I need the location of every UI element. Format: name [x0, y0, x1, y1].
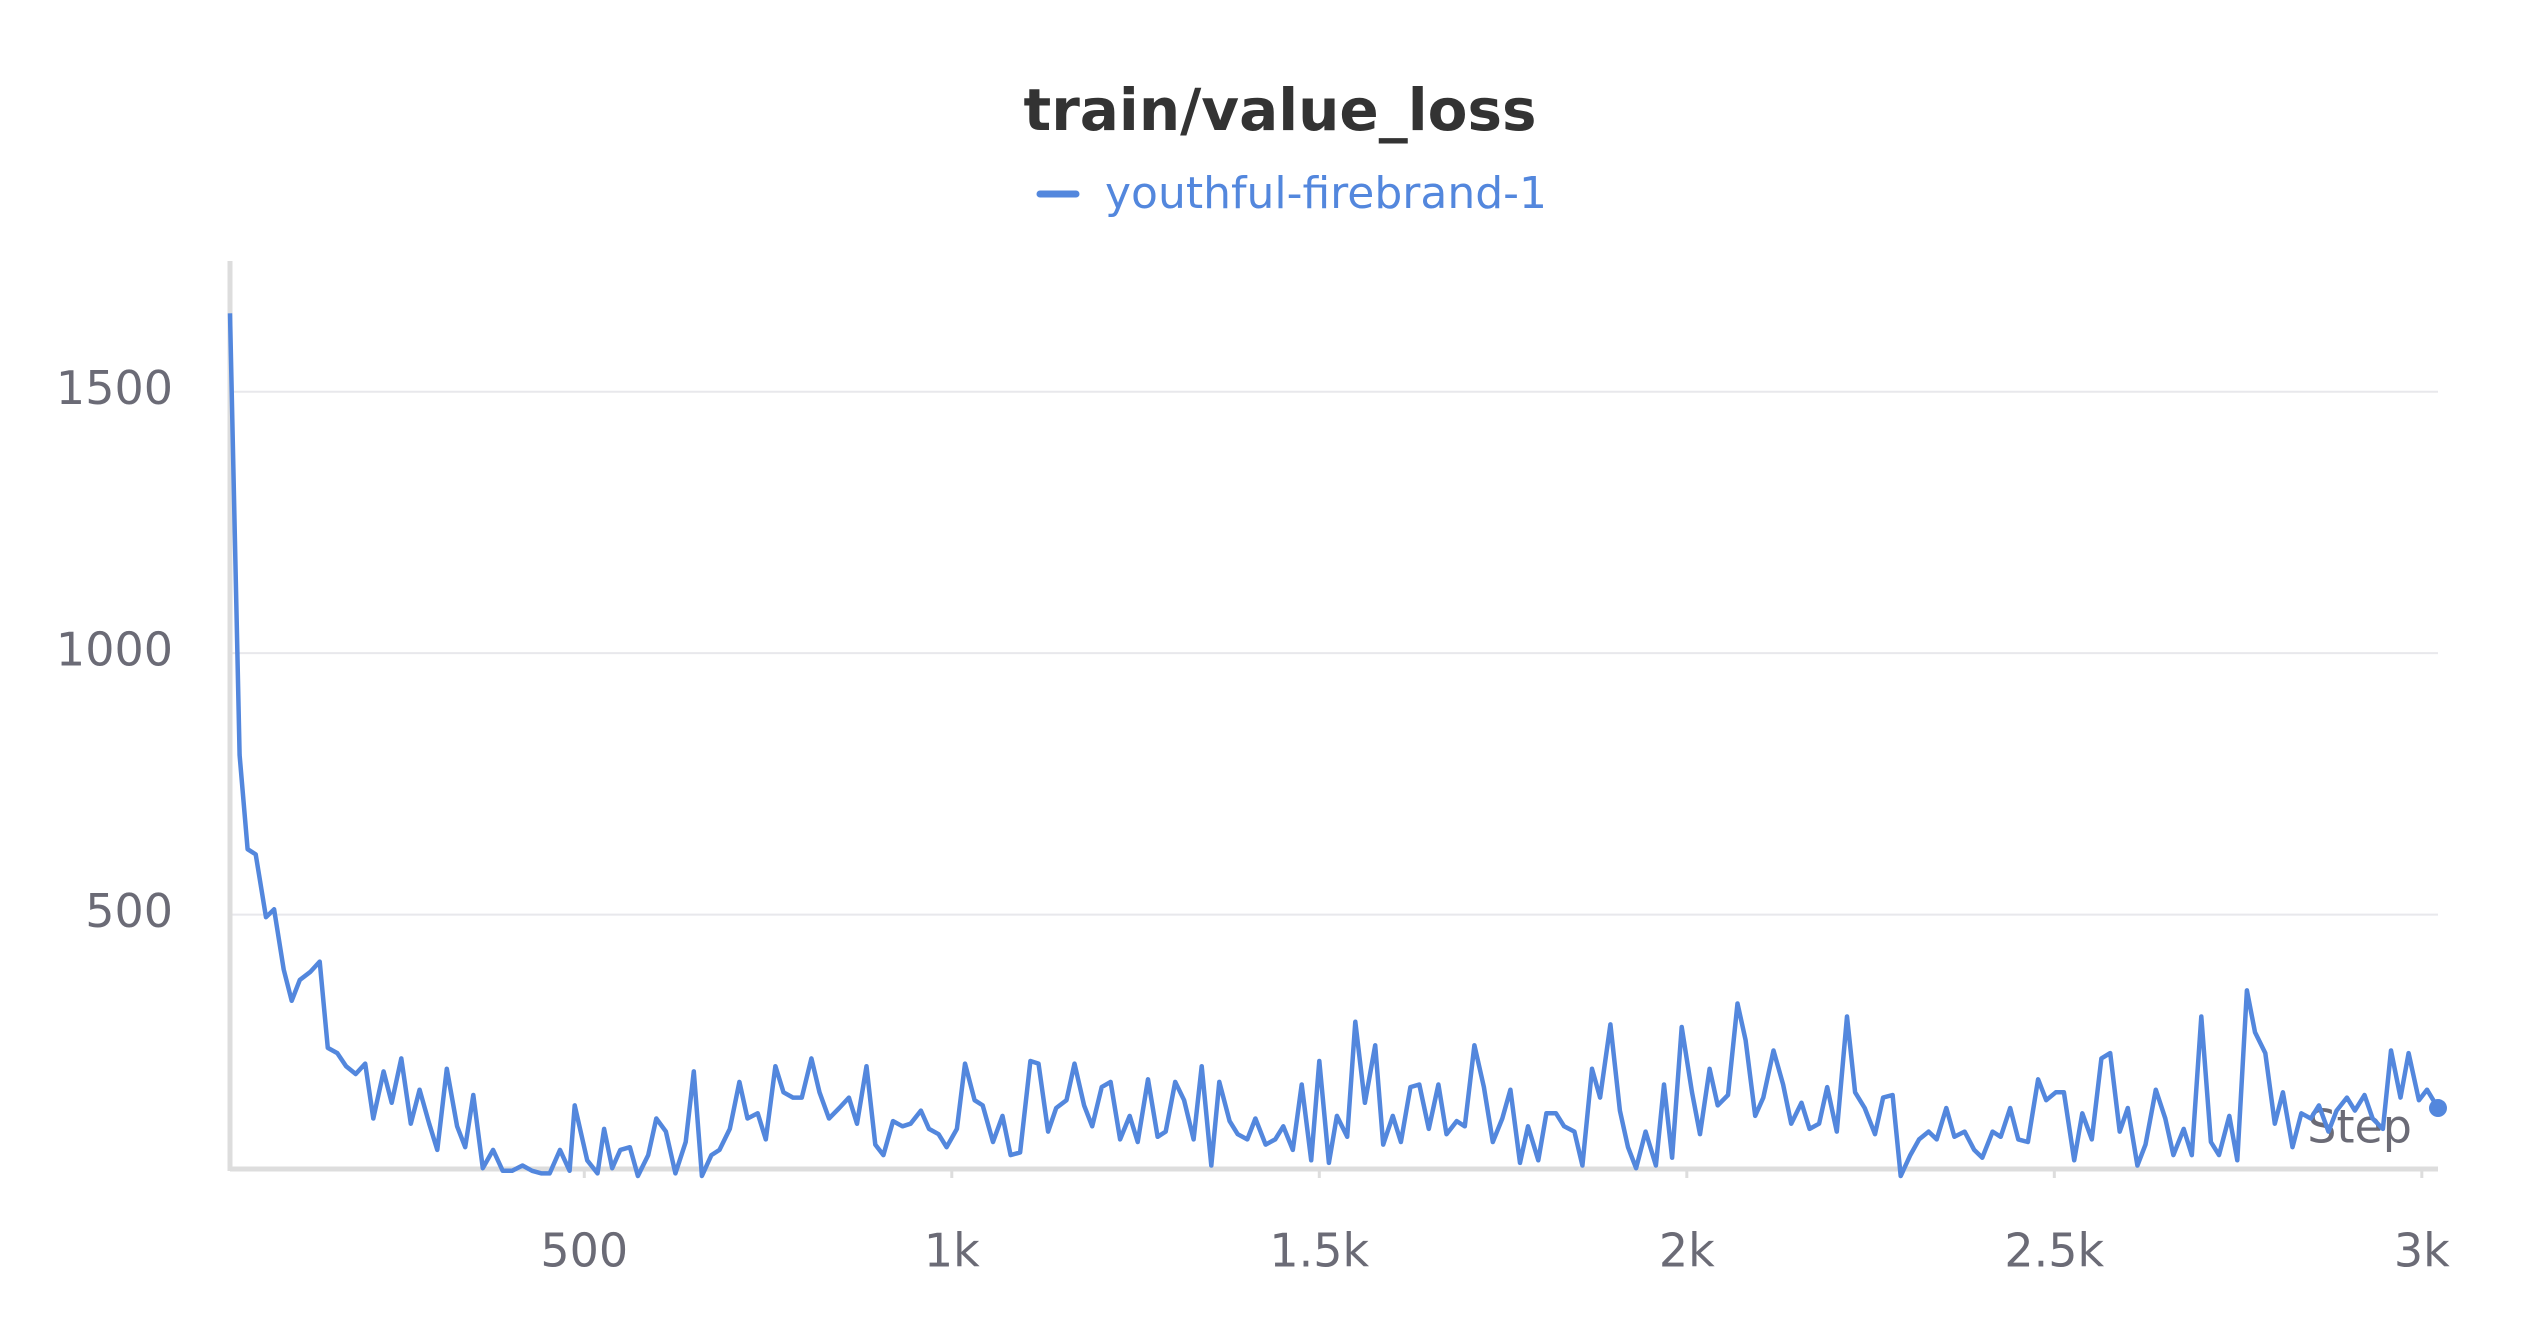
y-tick-label: 1000: [56, 623, 173, 677]
x-tick-label: 1.5k: [1269, 1224, 1369, 1278]
x-tick-label: 3k: [2394, 1224, 2450, 1278]
data-line: [227, 313, 2440, 1179]
x-tick-label: 2k: [1659, 1224, 1715, 1278]
x-tick-label: 500: [540, 1224, 628, 1278]
x-axis-label: Step: [2307, 1100, 2412, 1154]
y-tick-label: 500: [85, 884, 173, 938]
legend-label: youthful-firebrand-1: [1105, 168, 1547, 219]
x-tick-label: 1k: [924, 1224, 980, 1278]
y-tick-label: 1500: [56, 361, 173, 415]
end-point: [2429, 1099, 2447, 1118]
chart-title: train/value_loss: [1023, 76, 1536, 144]
x-tick-label: 2.5k: [2004, 1224, 2104, 1278]
